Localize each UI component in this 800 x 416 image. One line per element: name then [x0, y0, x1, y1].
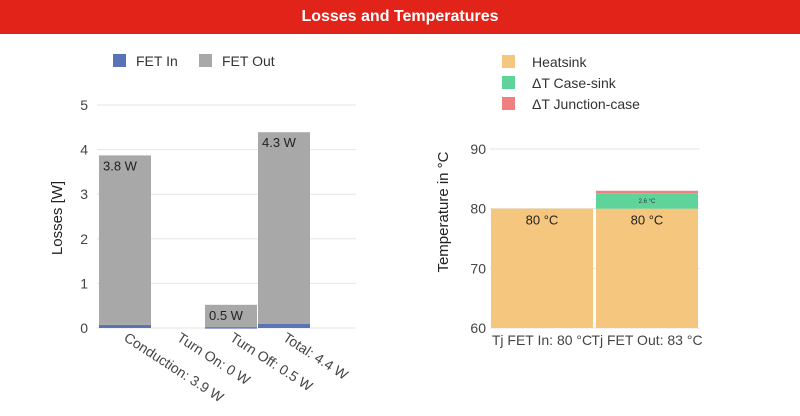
losses-bar-segment	[99, 324, 151, 328]
temperature-chart: Temperature in °C 60 70 80 90 80 °C Tj FET In…	[435, 141, 703, 348]
losses-y-tick-label: 2	[80, 231, 88, 247]
temperature-x-tick-label: Tj FET Out: 83 °C	[591, 332, 702, 348]
temperature-y-tick-label: 90	[470, 141, 486, 157]
losses-bar-value-label: 4.3 W	[262, 135, 297, 150]
legend-label-fet-out[interactable]: FET Out	[222, 53, 275, 69]
temperature-x-tick-label: Tj FET In: 80 °C	[492, 332, 592, 348]
legend-label-heatsink[interactable]: Heatsink	[532, 54, 587, 70]
losses-bar-segment	[205, 304, 257, 328]
losses-y-tick-label: 5	[80, 97, 88, 113]
losses-bar-segment	[205, 327, 257, 329]
temperature-y-axis-title: Temperature in °C	[435, 151, 452, 272]
losses-y-tick-label: 0	[80, 320, 88, 336]
temperature-bar-segment	[596, 190, 698, 194]
losses-bar-segment	[258, 323, 310, 328]
legend-label-case-sink[interactable]: ΔT Case-sink	[532, 75, 617, 91]
legend-swatch-case-sink[interactable]	[502, 76, 515, 89]
legend-label-junction-case[interactable]: ΔT Junction-case	[532, 96, 640, 112]
losses-y-tick-label: 1	[80, 275, 88, 291]
legend-swatch-fet-in[interactable]	[113, 54, 126, 67]
temperature-bar-segment	[596, 208, 698, 328]
page-title: Losses and Temperatures	[301, 8, 499, 25]
legend-swatch-junction-case[interactable]	[502, 97, 515, 110]
legend-label-fet-in[interactable]: FET In	[136, 53, 178, 69]
header-bar: Losses and Temperatures	[0, 0, 800, 34]
temperature-y-tick-label: 80	[470, 201, 486, 217]
losses-bar-segment	[99, 155, 151, 325]
temperature-bar-value-label: 80 °C	[526, 213, 559, 228]
losses-bar-value-label: 3.8 W	[103, 158, 138, 173]
legend-swatch-heatsink[interactable]	[502, 55, 515, 68]
losses-y-tick-label: 3	[80, 186, 88, 202]
temperature-bar-value-label: 80 °C	[631, 213, 664, 228]
legend-swatch-fet-out[interactable]	[199, 54, 212, 67]
losses-bar-segment	[258, 132, 310, 324]
temperature-y-tick-label: 60	[470, 320, 486, 336]
temperature-bar-segment	[491, 208, 593, 328]
losses-legend: FET In FET Out	[113, 53, 275, 69]
temperature-legend: Heatsink ΔT Case-sink ΔT Junction-case	[502, 54, 640, 112]
temperature-y-tick-label: 70	[470, 260, 486, 276]
losses-bar-value-label: 0.5 W	[209, 308, 244, 323]
losses-y-axis-title: Losses [W]	[49, 181, 66, 255]
temperature-segment-label: 2.6 °C	[639, 199, 656, 205]
temperature-bar-segment	[596, 193, 698, 209]
losses-x-tick-label: Conduction: 3.9 W	[121, 329, 227, 406]
losses-y-tick-label: 4	[80, 142, 88, 158]
